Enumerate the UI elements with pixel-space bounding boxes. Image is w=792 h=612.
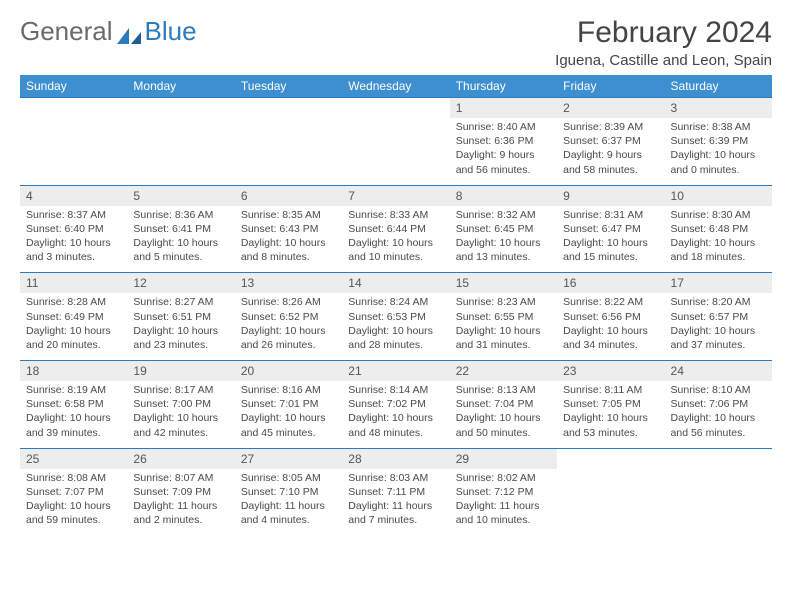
date-cell (665, 448, 772, 469)
date-cell: 2 (557, 98, 664, 119)
info-cell (235, 118, 342, 185)
location: Iguena, Castille and Leon, Spain (555, 52, 772, 69)
header: General Blue February 2024 Iguena, Casti… (20, 16, 772, 69)
date-cell: 11 (20, 273, 127, 294)
date-cell (20, 98, 127, 119)
info-cell: Sunrise: 8:19 AMSunset: 6:58 PMDaylight:… (20, 381, 127, 448)
info-cell: Sunrise: 8:32 AMSunset: 6:45 PMDaylight:… (450, 206, 557, 273)
title-block: February 2024 Iguena, Castille and Leon,… (555, 16, 772, 69)
date-cell: 18 (20, 361, 127, 382)
dow-tue: Tuesday (235, 75, 342, 98)
info-cell: Sunrise: 8:22 AMSunset: 6:56 PMDaylight:… (557, 293, 664, 360)
info-cell: Sunrise: 8:24 AMSunset: 6:53 PMDaylight:… (342, 293, 449, 360)
info-cell: Sunrise: 8:20 AMSunset: 6:57 PMDaylight:… (665, 293, 772, 360)
date-cell (342, 98, 449, 119)
date-cell: 9 (557, 185, 664, 206)
date-cell (235, 98, 342, 119)
dow-wed: Wednesday (342, 75, 449, 98)
date-cell: 15 (450, 273, 557, 294)
logo-text-2: Blue (145, 16, 197, 47)
date-cell: 22 (450, 361, 557, 382)
date-cell: 27 (235, 448, 342, 469)
date-cell: 20 (235, 361, 342, 382)
info-cell (557, 469, 664, 536)
info-cell: Sunrise: 8:30 AMSunset: 6:48 PMDaylight:… (665, 206, 772, 273)
info-row: Sunrise: 8:40 AMSunset: 6:36 PMDaylight:… (20, 118, 772, 185)
info-cell: Sunrise: 8:03 AMSunset: 7:11 PMDaylight:… (342, 469, 449, 536)
date-cell: 24 (665, 361, 772, 382)
info-cell: Sunrise: 8:36 AMSunset: 6:41 PMDaylight:… (127, 206, 234, 273)
date-cell: 14 (342, 273, 449, 294)
dow-thu: Thursday (450, 75, 557, 98)
date-cell: 1 (450, 98, 557, 119)
info-cell: Sunrise: 8:31 AMSunset: 6:47 PMDaylight:… (557, 206, 664, 273)
info-cell (342, 118, 449, 185)
info-cell: Sunrise: 8:27 AMSunset: 6:51 PMDaylight:… (127, 293, 234, 360)
date-cell: 29 (450, 448, 557, 469)
info-row: Sunrise: 8:08 AMSunset: 7:07 PMDaylight:… (20, 469, 772, 536)
date-cell: 16 (557, 273, 664, 294)
info-cell: Sunrise: 8:13 AMSunset: 7:04 PMDaylight:… (450, 381, 557, 448)
date-cell: 10 (665, 185, 772, 206)
info-cell (127, 118, 234, 185)
date-cell: 25 (20, 448, 127, 469)
info-cell: Sunrise: 8:11 AMSunset: 7:05 PMDaylight:… (557, 381, 664, 448)
info-cell: Sunrise: 8:37 AMSunset: 6:40 PMDaylight:… (20, 206, 127, 273)
info-cell: Sunrise: 8:23 AMSunset: 6:55 PMDaylight:… (450, 293, 557, 360)
calendar-table: Sunday Monday Tuesday Wednesday Thursday… (20, 75, 772, 535)
dow-sun: Sunday (20, 75, 127, 98)
date-cell: 6 (235, 185, 342, 206)
date-cell: 26 (127, 448, 234, 469)
info-row: Sunrise: 8:37 AMSunset: 6:40 PMDaylight:… (20, 206, 772, 273)
date-cell (127, 98, 234, 119)
date-cell: 21 (342, 361, 449, 382)
month-title: February 2024 (555, 16, 772, 50)
dow-sat: Saturday (665, 75, 772, 98)
date-cell: 13 (235, 273, 342, 294)
logo-sail-icon (115, 22, 143, 42)
date-row: 45678910 (20, 185, 772, 206)
info-cell: Sunrise: 8:17 AMSunset: 7:00 PMDaylight:… (127, 381, 234, 448)
info-cell: Sunrise: 8:16 AMSunset: 7:01 PMDaylight:… (235, 381, 342, 448)
date-cell: 7 (342, 185, 449, 206)
date-cell: 5 (127, 185, 234, 206)
info-row: Sunrise: 8:19 AMSunset: 6:58 PMDaylight:… (20, 381, 772, 448)
logo: General Blue (20, 16, 197, 47)
info-cell: Sunrise: 8:08 AMSunset: 7:07 PMDaylight:… (20, 469, 127, 536)
dow-mon: Monday (127, 75, 234, 98)
info-cell (20, 118, 127, 185)
info-row: Sunrise: 8:28 AMSunset: 6:49 PMDaylight:… (20, 293, 772, 360)
date-cell (557, 448, 664, 469)
info-cell (665, 469, 772, 536)
info-cell: Sunrise: 8:40 AMSunset: 6:36 PMDaylight:… (450, 118, 557, 185)
date-cell: 17 (665, 273, 772, 294)
info-cell: Sunrise: 8:33 AMSunset: 6:44 PMDaylight:… (342, 206, 449, 273)
calendar-body: 123Sunrise: 8:40 AMSunset: 6:36 PMDaylig… (20, 98, 772, 536)
info-cell: Sunrise: 8:38 AMSunset: 6:39 PMDaylight:… (665, 118, 772, 185)
date-cell: 23 (557, 361, 664, 382)
date-cell: 12 (127, 273, 234, 294)
info-cell: Sunrise: 8:05 AMSunset: 7:10 PMDaylight:… (235, 469, 342, 536)
date-row: 11121314151617 (20, 273, 772, 294)
date-cell: 19 (127, 361, 234, 382)
date-cell: 4 (20, 185, 127, 206)
date-row: 123 (20, 98, 772, 119)
date-cell: 8 (450, 185, 557, 206)
info-cell: Sunrise: 8:07 AMSunset: 7:09 PMDaylight:… (127, 469, 234, 536)
date-row: 18192021222324 (20, 361, 772, 382)
info-cell: Sunrise: 8:02 AMSunset: 7:12 PMDaylight:… (450, 469, 557, 536)
dow-row: Sunday Monday Tuesday Wednesday Thursday… (20, 75, 772, 98)
info-cell: Sunrise: 8:10 AMSunset: 7:06 PMDaylight:… (665, 381, 772, 448)
info-cell: Sunrise: 8:35 AMSunset: 6:43 PMDaylight:… (235, 206, 342, 273)
info-cell: Sunrise: 8:39 AMSunset: 6:37 PMDaylight:… (557, 118, 664, 185)
info-cell: Sunrise: 8:14 AMSunset: 7:02 PMDaylight:… (342, 381, 449, 448)
date-cell: 28 (342, 448, 449, 469)
info-cell: Sunrise: 8:28 AMSunset: 6:49 PMDaylight:… (20, 293, 127, 360)
dow-fri: Friday (557, 75, 664, 98)
logo-text-1: General (20, 16, 113, 47)
date-cell: 3 (665, 98, 772, 119)
date-row: 2526272829 (20, 448, 772, 469)
info-cell: Sunrise: 8:26 AMSunset: 6:52 PMDaylight:… (235, 293, 342, 360)
